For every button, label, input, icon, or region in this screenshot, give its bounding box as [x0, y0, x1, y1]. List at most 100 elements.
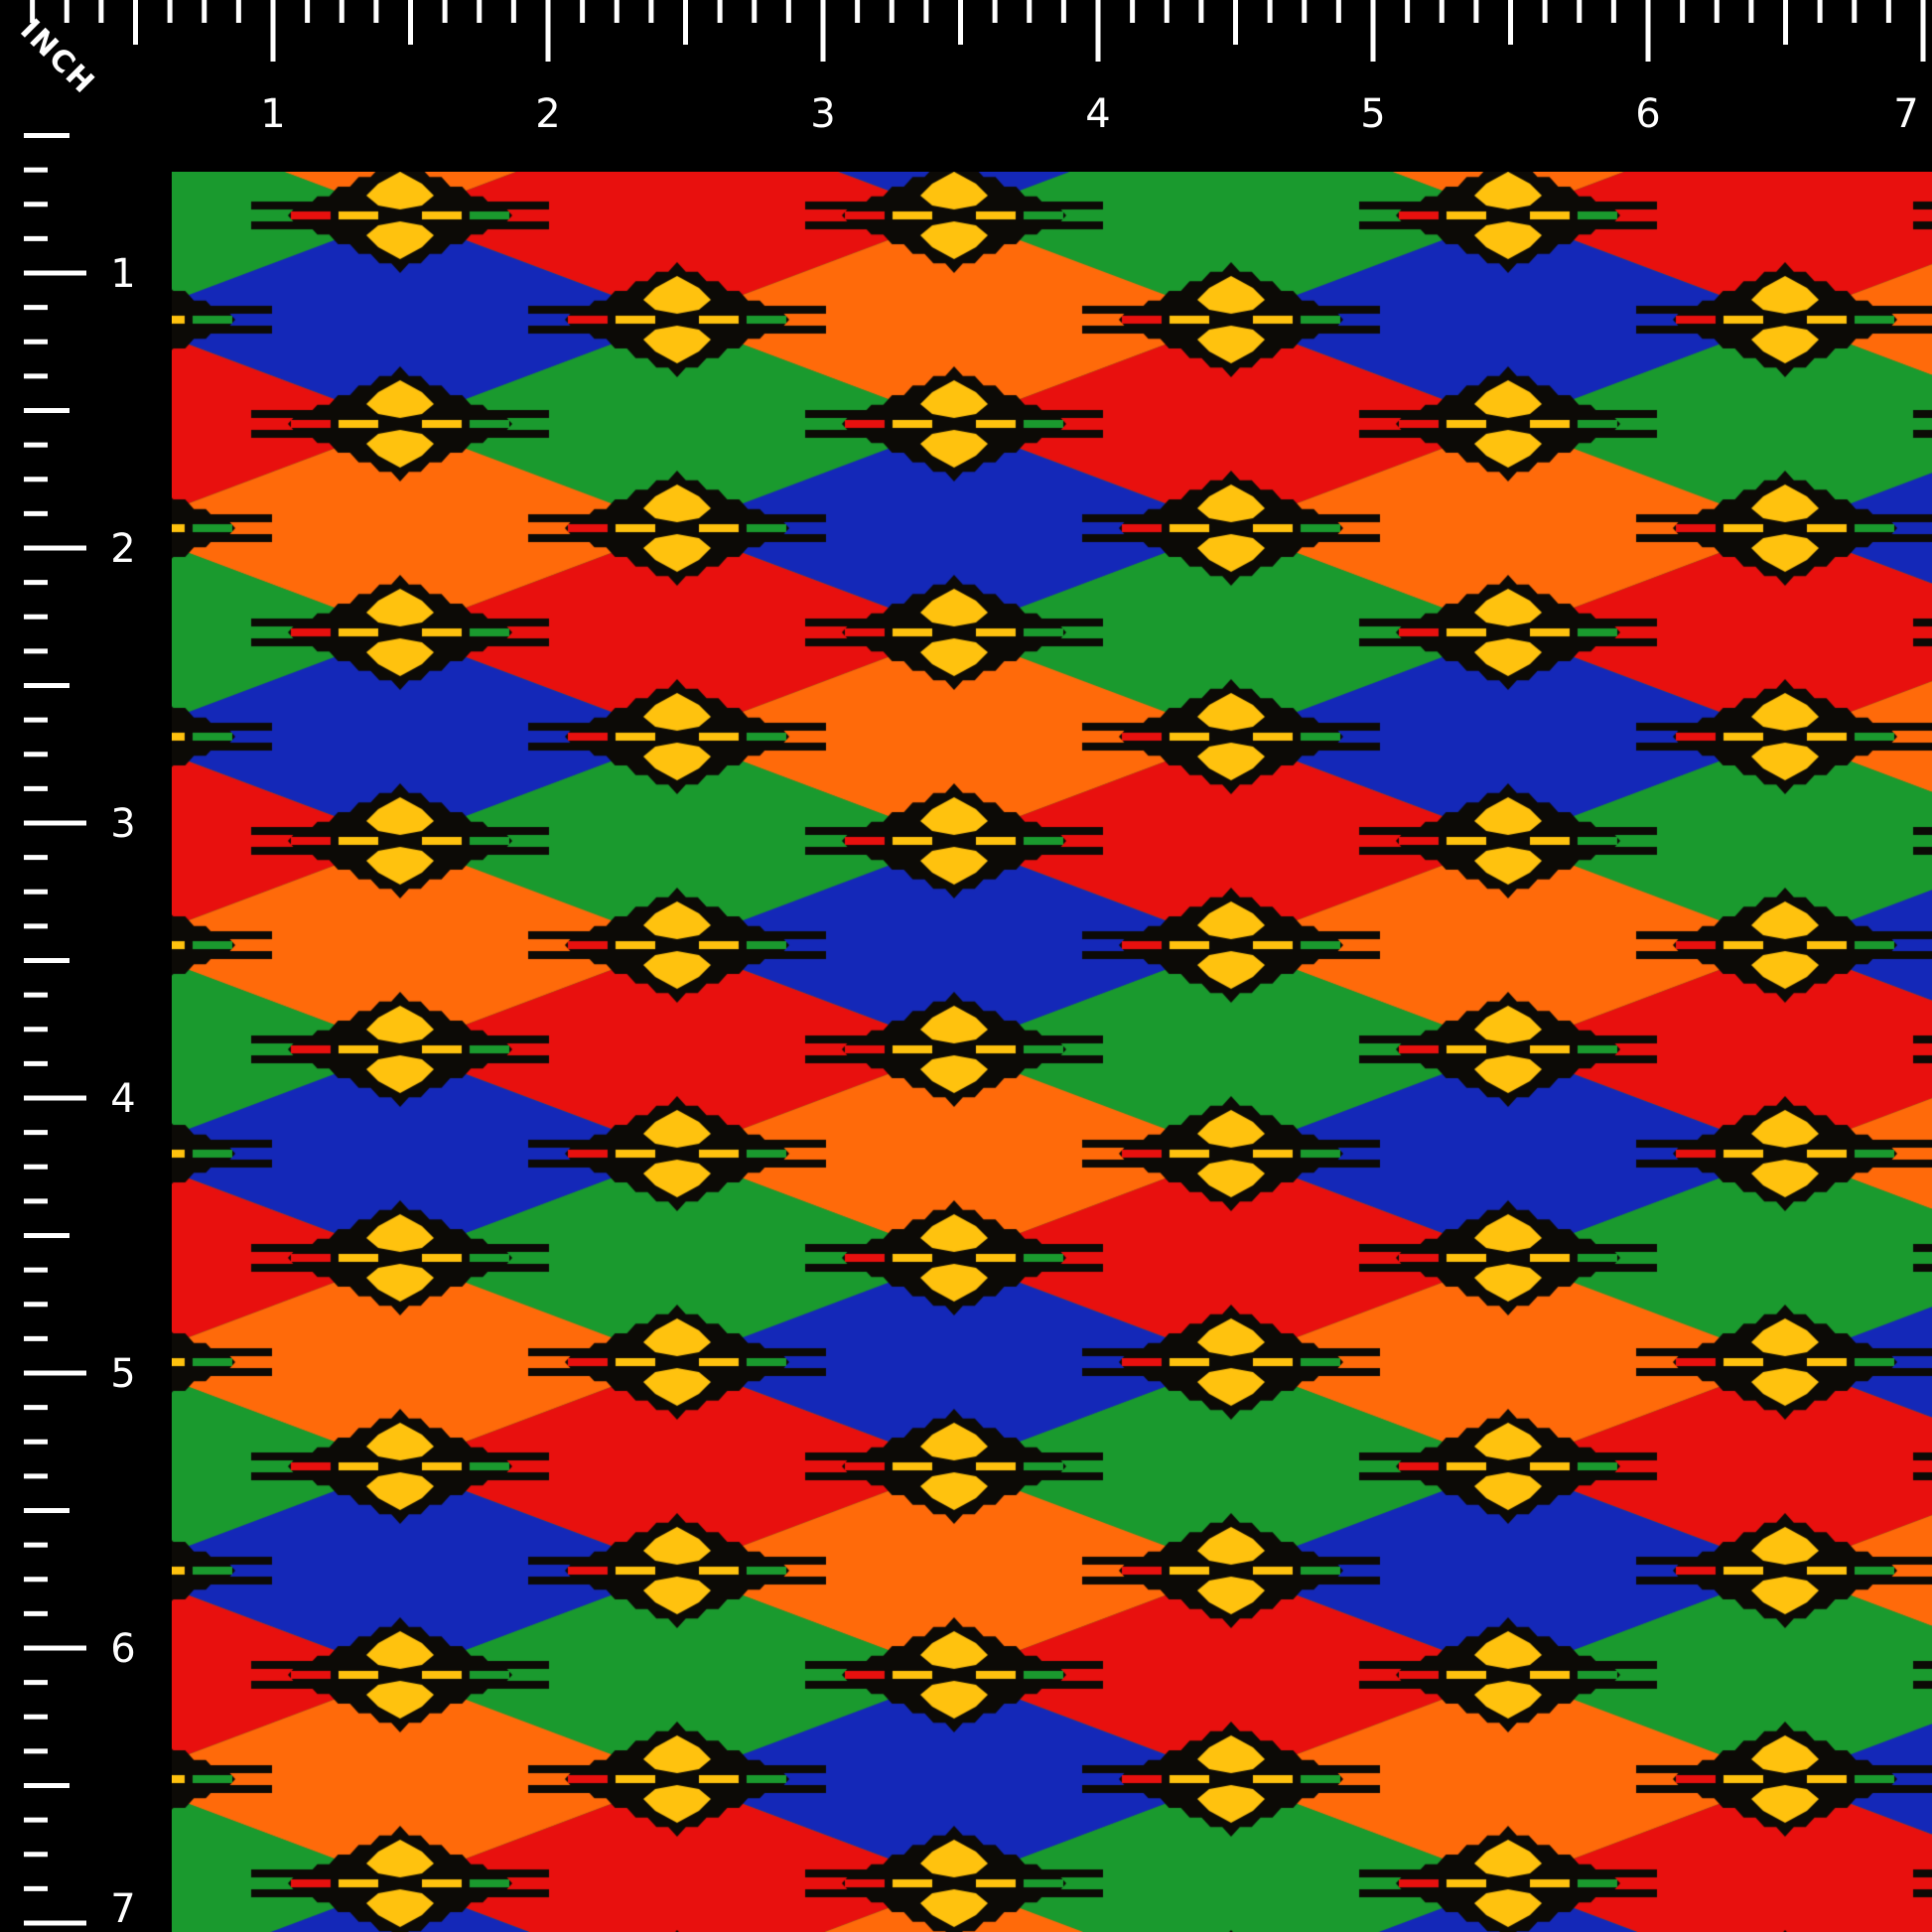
ruler-tick [24, 889, 48, 895]
ruler-tick [614, 0, 620, 23]
ruler-tick [510, 0, 516, 23]
ruler-tick [24, 1610, 48, 1616]
ruler-tick [1508, 0, 1513, 45]
ruler-tick [785, 0, 791, 23]
ruler-tick [889, 0, 895, 23]
top-ruler-label: 2 [535, 91, 560, 137]
ruler-tick [24, 408, 69, 413]
ruler-tick [167, 0, 173, 23]
ruler-tick [24, 1027, 48, 1033]
ruler-tick [98, 0, 104, 23]
left-ruler-label: 5 [110, 1351, 135, 1397]
ruler-tick [24, 1302, 48, 1308]
ruler-tick [24, 1439, 48, 1445]
ruler-tick [24, 1748, 48, 1754]
ruler-tick [1439, 0, 1445, 23]
left-ruler-label: 4 [110, 1076, 135, 1122]
ruler-tick [24, 1198, 48, 1204]
ruler-tick [1095, 0, 1101, 62]
ruler-tick [133, 0, 138, 45]
ruler-tick [24, 1060, 48, 1066]
ruler-tick [24, 442, 48, 448]
fabric-swatch [172, 172, 1932, 1932]
ruler-tick [305, 0, 311, 23]
ruler-tick [339, 0, 345, 23]
ruler-tick [545, 0, 551, 62]
ruler-tick [24, 580, 48, 586]
ruler-tick [24, 855, 48, 861]
ruler-tick [24, 648, 48, 654]
left-ruler-label: 7 [110, 1886, 135, 1932]
ruler-tick [24, 992, 48, 998]
ruler-tick [1645, 0, 1651, 62]
ruler-tick [30, 0, 36, 23]
ruler-tick [1198, 0, 1204, 23]
top-ruler-label: 5 [1360, 91, 1385, 137]
ruler-tick [24, 1164, 48, 1170]
ruler-tick [1920, 0, 1926, 62]
ruler-tick [24, 1817, 48, 1823]
ruler-tick [24, 1267, 48, 1273]
ruler-tick [1370, 0, 1376, 62]
left-ruler: 1 2 3 4 5 6 7 [24, 133, 136, 1932]
ruler-tick [24, 1783, 69, 1788]
ruler-tick [580, 0, 586, 23]
ruler-tick [1302, 0, 1308, 23]
ruler-tick [24, 1405, 48, 1411]
ruler-tick [477, 0, 483, 23]
ruler-tick [24, 923, 48, 929]
ruler-tick [717, 0, 723, 23]
ruler-tick [1577, 0, 1583, 23]
ruler-tick [1680, 0, 1686, 23]
top-ruler-label: 4 [1085, 91, 1110, 137]
ruler-tick [24, 820, 86, 826]
ruler-tick [1164, 0, 1170, 23]
ruler-tick [24, 167, 48, 173]
ruler-tick [24, 305, 48, 311]
ruler-tick [24, 1473, 48, 1479]
ruler-tick [24, 1852, 48, 1858]
top-ruler: 1 2 3 4 5 6 7 [30, 0, 1926, 137]
ruler-tick [855, 0, 861, 23]
ruler-tick [1885, 0, 1891, 23]
ruler-tick [1335, 0, 1341, 23]
ruler-tick [1473, 0, 1479, 23]
ruler-tick [820, 0, 826, 62]
left-ruler-label: 3 [110, 801, 135, 847]
ruler-tick [24, 1542, 48, 1548]
ruler-tick [24, 1885, 48, 1891]
ruler-tick [1817, 0, 1823, 23]
ruler-tick [1233, 0, 1238, 45]
ruler-tick [923, 0, 929, 23]
ruler-tick [1267, 0, 1273, 23]
top-ruler-label: 6 [1635, 91, 1660, 137]
ruler-tick [24, 1095, 86, 1101]
ruler-tick [1542, 0, 1548, 23]
left-ruler-label: 6 [110, 1626, 135, 1672]
ruler-tick [24, 1233, 69, 1238]
ruler-tick [1610, 0, 1616, 23]
top-ruler-label: 3 [810, 91, 835, 137]
ruler-tick [373, 0, 379, 23]
ruler-tick [1130, 0, 1136, 23]
ruler-tick [24, 270, 86, 276]
ruler-tick [24, 477, 48, 483]
ruler-tick [24, 958, 69, 963]
ruler-tick [24, 202, 48, 207]
ruler-tick [1714, 0, 1720, 23]
ruler-tick [235, 0, 241, 23]
ruler-tick [24, 752, 48, 758]
ruler-tick [24, 1508, 69, 1513]
ruler-tick [202, 0, 207, 23]
ruler-tick [24, 1335, 48, 1341]
ruler-tick [270, 0, 276, 62]
ruler-tick [24, 1714, 48, 1720]
ruler-tick [64, 0, 69, 23]
ruler-tick [24, 1577, 48, 1583]
ruler-tick [1852, 0, 1858, 23]
ruler-tick [24, 683, 69, 688]
ruler-tick [648, 0, 654, 23]
ruler-tick [1405, 0, 1411, 23]
ruler-tick [958, 0, 963, 45]
